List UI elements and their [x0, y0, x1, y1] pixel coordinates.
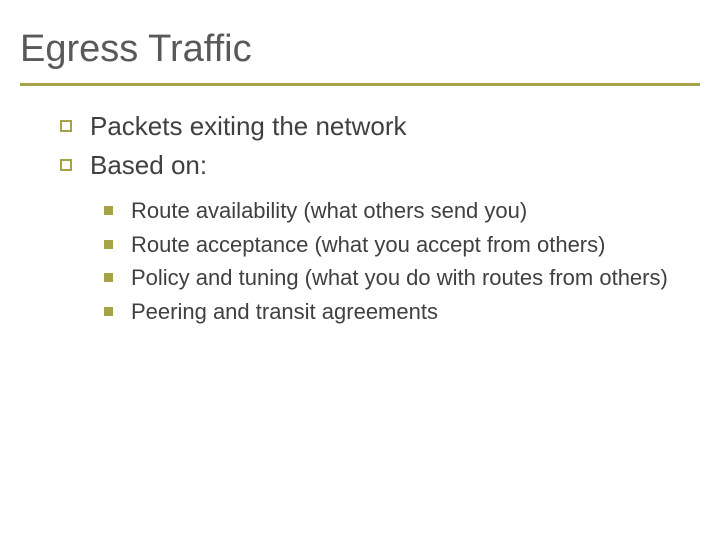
filled-square-icon — [104, 273, 113, 282]
level1-list: Packets exiting the network Based on: — [60, 110, 680, 181]
list-text: Route availability (what others send you… — [131, 197, 527, 225]
hollow-square-icon — [60, 159, 72, 171]
list-item: Route availability (what others send you… — [104, 197, 680, 225]
list-item: Packets exiting the network — [60, 110, 680, 143]
list-text: Packets exiting the network — [90, 110, 407, 143]
slide-title: Egress Traffic — [20, 28, 700, 71]
list-text: Policy and tuning (what you do with rout… — [131, 264, 668, 292]
list-item: Based on: — [60, 149, 680, 182]
list-text: Based on: — [90, 149, 207, 182]
filled-square-icon — [104, 307, 113, 316]
list-item: Policy and tuning (what you do with rout… — [104, 264, 680, 292]
filled-square-icon — [104, 206, 113, 215]
list-text: Peering and transit agreements — [131, 298, 438, 326]
list-item: Route acceptance (what you accept from o… — [104, 231, 680, 259]
filled-square-icon — [104, 240, 113, 249]
list-text: Route acceptance (what you accept from o… — [131, 231, 605, 259]
list-item: Peering and transit agreements — [104, 298, 680, 326]
level2-list: Route availability (what others send you… — [104, 197, 680, 325]
content-area: Packets exiting the network Based on: Ro… — [0, 86, 720, 325]
title-area: Egress Traffic — [0, 0, 720, 79]
hollow-square-icon — [60, 120, 72, 132]
